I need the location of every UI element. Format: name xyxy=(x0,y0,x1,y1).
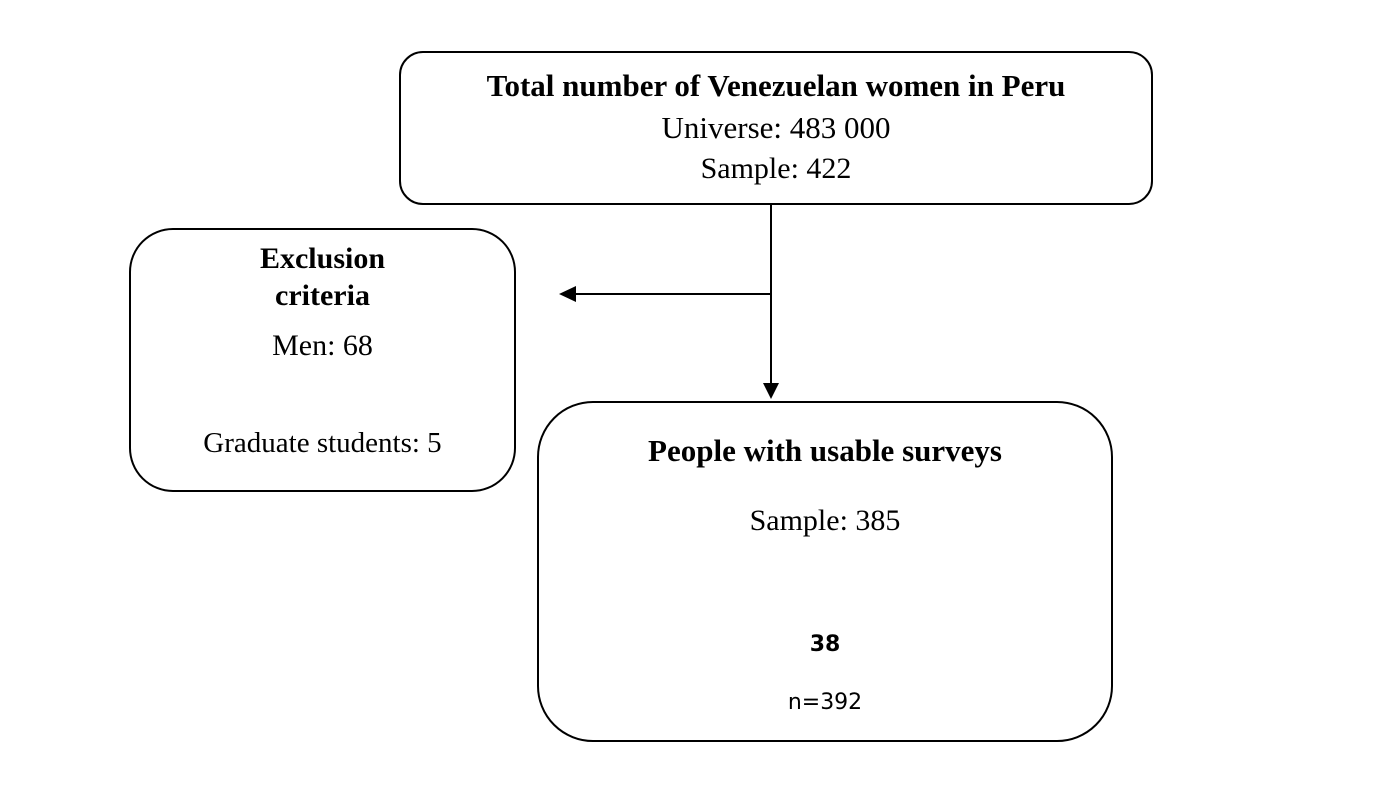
excluded-graduates-count: Graduate students: 5 xyxy=(203,427,442,459)
total-population-title: Total number of Venezuelan women in Peru xyxy=(486,68,1066,103)
usable-sample-count: Sample: 385 xyxy=(749,504,901,537)
usable-n-label: n=392 xyxy=(787,690,863,715)
total-population-box: Total number of Venezuelan women in Peru… xyxy=(399,51,1153,205)
exclusion-criteria-box: Exclusion criteria Men: 68 Graduate stud… xyxy=(129,228,516,492)
excluded-men-count: Men: 68 xyxy=(272,329,373,362)
exclusion-title-line2: criteria xyxy=(275,279,370,312)
arrowhead-down xyxy=(763,383,779,399)
initial-sample-count: Sample: 422 xyxy=(700,152,852,185)
arrowhead-left xyxy=(559,286,576,302)
usable-surveys-title: People with usable surveys xyxy=(648,433,1002,468)
usable-surveys-box: People with usable surveys Sample: 385 3… xyxy=(537,401,1113,742)
universe-count: Universe: 483 000 xyxy=(661,110,891,145)
usable-count-label: 38 xyxy=(809,632,841,657)
exclusion-title-line1: Exclusion xyxy=(259,242,386,275)
